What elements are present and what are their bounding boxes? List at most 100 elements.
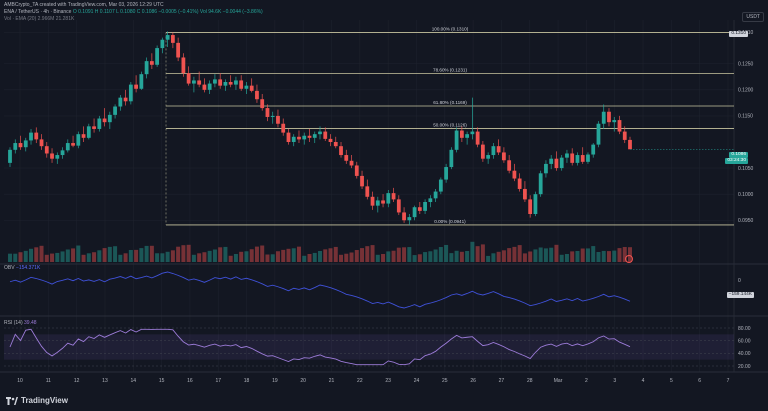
volume-bar [501, 250, 506, 262]
volume-bar [444, 244, 449, 262]
rsi-tick-label: 20.00 [738, 364, 751, 370]
volume-bar [13, 253, 18, 262]
volume-bar [165, 251, 170, 262]
time-tick-label: 13 [102, 378, 108, 384]
tradingview-logo[interactable]: TradingView [6, 396, 68, 405]
volume-bar [396, 247, 401, 262]
volume-bar [438, 247, 443, 262]
candle-body [192, 80, 196, 84]
volume-bar [29, 248, 34, 262]
volume-bar [486, 255, 491, 262]
candle-body [249, 85, 254, 91]
candle-body [281, 123, 286, 133]
price-axis[interactable]: 0.13100.12500.12000.11500.10500.10000.09… [738, 30, 754, 224]
fib-level-label: 0.00% (0.0941) [434, 219, 466, 224]
candle-body [559, 157, 564, 169]
volume-bar [538, 247, 543, 262]
currency-badge[interactable]: USDT [742, 12, 764, 22]
candle-body [197, 80, 202, 85]
volume-bar [218, 247, 223, 262]
candle-body [181, 57, 186, 74]
volume-bar [333, 246, 338, 262]
volume-bar [97, 250, 102, 262]
volume-bars [8, 241, 632, 262]
volume-bar [233, 254, 238, 262]
volume-bar [181, 245, 186, 262]
candle-body [565, 153, 569, 158]
obv-zero-label: 0 [738, 278, 741, 284]
candle-body [444, 167, 448, 180]
candle-body [228, 82, 233, 85]
volume-bar [591, 246, 596, 262]
time-tick-label: 12 [74, 378, 80, 384]
volume-bar [580, 248, 585, 262]
candle-body [213, 79, 217, 84]
candle-body [113, 106, 117, 115]
time-tick-label: 24 [414, 378, 420, 384]
fib-level-label: 100.00% (0.1310) [432, 26, 469, 31]
time-tick-label: 17 [215, 378, 221, 384]
rsi-tick-label: 60.00 [738, 338, 751, 344]
volume-bar [202, 252, 207, 262]
volume-bar [8, 253, 12, 262]
candle-body [433, 191, 438, 199]
volume-bar [459, 251, 464, 262]
rsi-tick-label: 40.00 [738, 351, 751, 357]
candle-body [365, 186, 370, 197]
fibonacci-retracement[interactable]: 100.00% (0.1310) 78.60% (0.1231) 61.80% (0… [165, 26, 734, 226]
volume-bar [86, 253, 91, 262]
obv-value: −154.371K [15, 265, 41, 271]
tradingview-mark-icon [6, 396, 18, 405]
candle-body [44, 146, 49, 154]
candle-body [23, 140, 28, 148]
candle-body [344, 155, 349, 161]
volume-bar [312, 252, 317, 262]
candle-body [149, 61, 154, 65]
time-tick-label: 21 [329, 378, 335, 384]
volume-bar [533, 249, 538, 262]
candle-body [507, 160, 512, 171]
ohlc-values: O 0.1091 H 0.1107 L 0.1080 C 0.1086 −0.0… [72, 9, 263, 15]
candle-body [328, 138, 333, 142]
volume-bar [239, 251, 244, 262]
candle-body [170, 35, 175, 43]
volume-bar [344, 253, 349, 262]
volume-bar [381, 254, 386, 262]
candle-body [459, 130, 464, 138]
volume-bar [349, 252, 354, 262]
candle-body [86, 126, 91, 138]
volume-bar [191, 254, 196, 262]
volume-bar [176, 246, 181, 262]
candle-body [71, 143, 75, 146]
volume-bar [407, 247, 412, 262]
volume-legend[interactable]: Vol · EMA (20) 2.966M 21.281K [4, 16, 74, 23]
time-axis[interactable]: 10 11 12 13 14 15 16 17 18 19 20 21 22 23 24 25 26 27 28 Ma… [17, 378, 729, 384]
volume-bar [496, 251, 501, 262]
volume-bar [44, 254, 49, 262]
volume-bar [307, 254, 312, 262]
time-tick-label: 20 [300, 378, 306, 384]
candle-body [349, 160, 354, 166]
volume-bar [402, 247, 407, 262]
candle-body [381, 200, 385, 204]
alert-icon[interactable] [625, 255, 633, 263]
symbol-ohlc-line[interactable]: ENA / TetherUS · 4h · Binance O 0.1091 H… [4, 9, 263, 16]
candle-body [554, 158, 559, 169]
volume-legend-text: Vol · EMA (20) 2.966M 21.281K [4, 16, 75, 22]
volume-bar [480, 244, 485, 262]
volume-bar [412, 255, 417, 262]
volume-bar [134, 249, 139, 262]
time-tick-label: 15 [159, 378, 165, 384]
volume-bar [622, 247, 627, 262]
rsi-legend[interactable]: RSI (14) 39.48 [4, 320, 37, 327]
candle-body [375, 200, 380, 206]
volume-bar [118, 254, 123, 262]
time-tick-label: 14 [130, 378, 136, 384]
candle-body [134, 84, 138, 89]
volume-bar [254, 246, 259, 262]
candle-body [186, 73, 191, 84]
obv-legend[interactable]: OBV −154.371K [4, 265, 40, 272]
volume-bar [423, 252, 428, 262]
time-tick-label: 3 [613, 378, 616, 384]
